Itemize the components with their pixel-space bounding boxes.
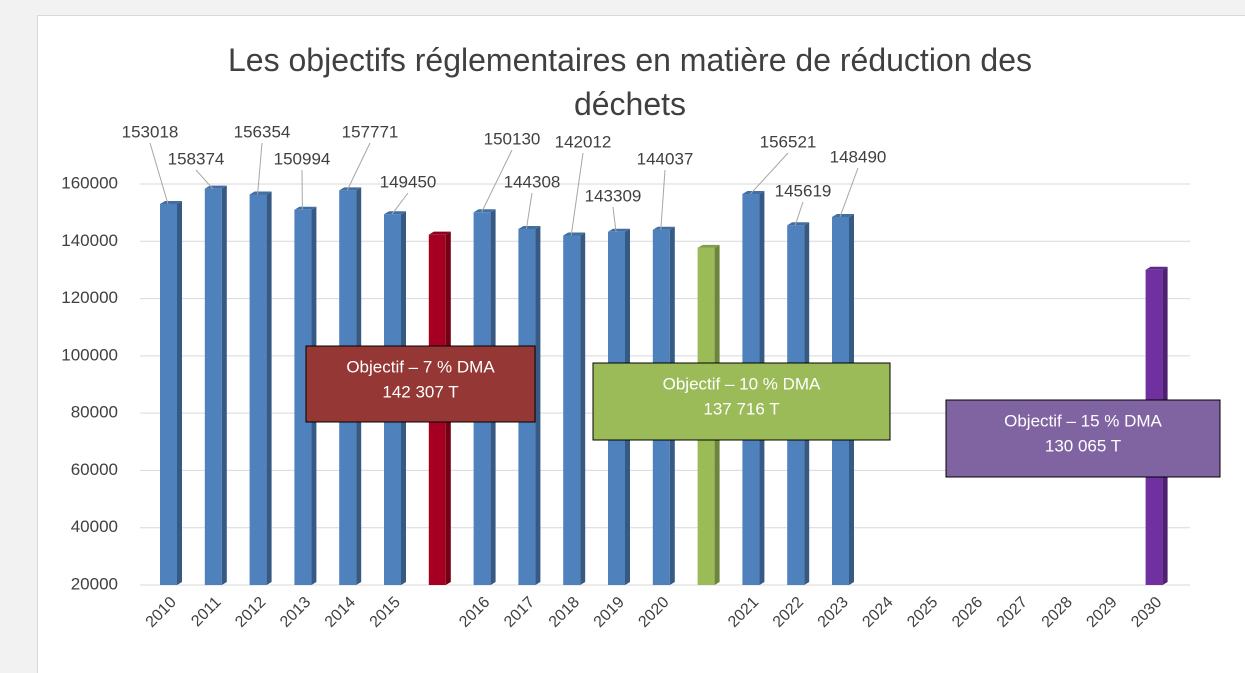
x-tick-label: 2010 xyxy=(143,594,180,631)
chart-title: Les objectifs réglementaires en matière … xyxy=(228,42,1032,122)
bar-top xyxy=(563,232,586,236)
bar-top xyxy=(294,206,317,210)
x-tick-label: 2027 xyxy=(994,594,1031,631)
bar-front xyxy=(160,203,177,585)
annotation-box xyxy=(945,399,1221,478)
y-tick-label: 60000 xyxy=(71,460,118,479)
leader-line xyxy=(195,169,214,189)
x-tick-label: 2012 xyxy=(232,594,269,631)
x-tick-label: 2019 xyxy=(591,594,628,631)
annotation-text: Objectif – 15 % DMA xyxy=(1004,411,1162,430)
y-tick-label: 100000 xyxy=(61,345,118,364)
y-tick-label: 20000 xyxy=(71,574,118,593)
x-tick-label: 2024 xyxy=(859,594,896,631)
bar-top xyxy=(608,228,630,232)
bar-top xyxy=(787,222,810,226)
y-tick-label: 40000 xyxy=(71,517,118,536)
data-label: 156521 xyxy=(760,132,817,151)
bar-side xyxy=(266,191,272,586)
data-label: 148490 xyxy=(830,147,887,166)
bar-top xyxy=(1145,266,1168,270)
leader-line xyxy=(346,142,371,191)
annotation-text: 130 065 T xyxy=(1045,436,1121,455)
bar-front xyxy=(294,209,312,585)
x-tick-label: 2021 xyxy=(725,594,762,631)
leader-line xyxy=(839,167,859,218)
bar xyxy=(160,200,182,585)
data-label: 157771 xyxy=(342,122,399,141)
x-tick-label: 2014 xyxy=(322,594,359,631)
data-label: 149450 xyxy=(380,172,437,191)
bar-top xyxy=(697,244,720,248)
data-label: 144037 xyxy=(637,149,694,168)
leader-line xyxy=(391,192,409,215)
bar-top xyxy=(428,231,451,235)
leader-line xyxy=(750,152,789,195)
leader-line xyxy=(525,192,533,230)
y-tick-label: 140000 xyxy=(61,231,118,250)
bar-front xyxy=(249,194,267,586)
bar-top xyxy=(160,200,182,204)
y-tick-label: 80000 xyxy=(71,403,118,422)
x-tick-label: 2020 xyxy=(635,594,672,631)
bar-top xyxy=(742,190,765,194)
x-tick-label: 2023 xyxy=(815,594,852,631)
bar-top xyxy=(339,187,362,191)
y-tick-label: 120000 xyxy=(61,288,118,307)
data-label: 145619 xyxy=(775,181,832,200)
leader-line xyxy=(570,152,584,236)
leader-line xyxy=(149,142,169,205)
bar xyxy=(249,191,272,586)
annotation-box xyxy=(592,362,891,441)
bar xyxy=(204,185,227,585)
x-tick-label: 2013 xyxy=(277,594,314,631)
data-label: 156354 xyxy=(234,122,291,141)
bar-side xyxy=(177,200,182,585)
x-tick-label: 2011 xyxy=(188,594,224,630)
x-tick-label: 2028 xyxy=(1039,594,1076,631)
data-label: 158374 xyxy=(168,149,225,168)
leader-line xyxy=(481,149,513,213)
x-tick-label: 2025 xyxy=(904,594,941,631)
data-label: 150994 xyxy=(274,149,331,168)
leader-line xyxy=(612,206,617,232)
bar-side xyxy=(580,232,586,585)
bar-top xyxy=(652,226,675,230)
bar-top xyxy=(384,211,406,215)
data-label: 150130 xyxy=(484,129,541,148)
annotation-text: 137 716 T xyxy=(703,399,779,418)
x-tick-label: 2026 xyxy=(949,594,986,631)
data-label: 142012 xyxy=(555,132,612,151)
bar-front xyxy=(563,235,581,585)
bar xyxy=(563,232,586,585)
bar-top xyxy=(473,209,496,213)
leader-line xyxy=(257,142,263,195)
y-tick-label: 160000 xyxy=(61,173,118,192)
bar-top xyxy=(832,213,854,217)
leader-line xyxy=(660,169,666,230)
x-tick-label: 2017 xyxy=(501,594,538,631)
data-label: 144308 xyxy=(504,172,561,191)
x-tick-label: 2030 xyxy=(1128,594,1165,631)
annotation-text: 142 307 T xyxy=(382,382,458,401)
chart-area xyxy=(37,15,1245,673)
bar-side xyxy=(221,185,227,585)
bar-front xyxy=(204,188,222,585)
bar-top xyxy=(249,191,272,195)
bar-side xyxy=(535,225,541,586)
leader-line xyxy=(794,201,804,226)
x-tick-label: 2015 xyxy=(367,594,404,631)
data-label: 143309 xyxy=(585,186,642,205)
bar-top xyxy=(518,225,541,229)
x-tick-label: 2029 xyxy=(1083,594,1120,631)
annotation-text: Objectif – 10 % DMA xyxy=(663,374,821,393)
annotation-box xyxy=(305,345,536,423)
x-tick-label: 2018 xyxy=(546,594,583,631)
data-label: 153018 xyxy=(122,122,179,141)
x-tick-label: 2022 xyxy=(770,594,807,631)
annotation-text: Objectif – 7 % DMA xyxy=(346,357,495,376)
x-tick-label: 2016 xyxy=(456,594,493,631)
